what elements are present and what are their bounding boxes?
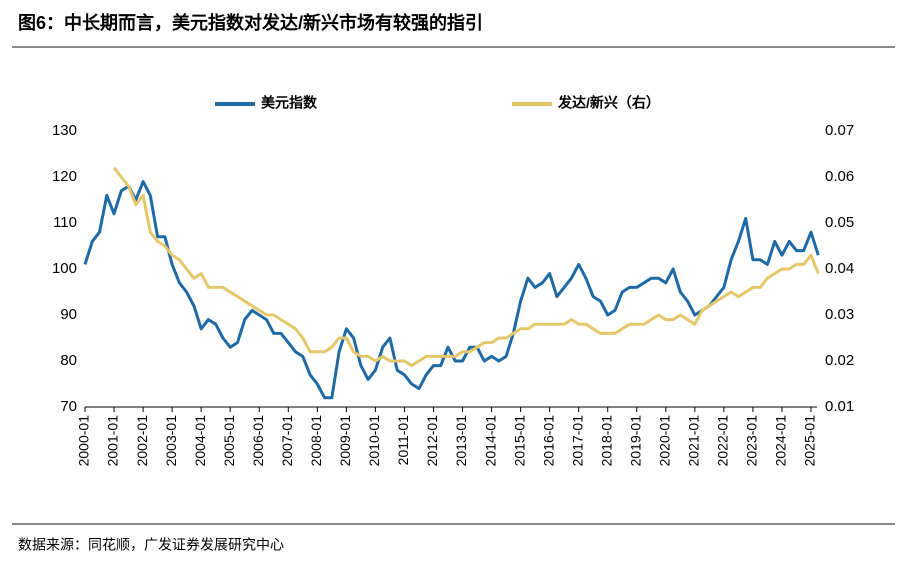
y-tick-label: 120 xyxy=(52,168,77,185)
x-tick-label: 2022-01 xyxy=(715,415,731,467)
y-tick-label: 110 xyxy=(53,214,77,231)
x-tick-label: 2010-01 xyxy=(366,415,382,467)
x-tick-label: 2002-01 xyxy=(134,415,150,467)
x-tick-label: 2014-01 xyxy=(482,415,498,467)
x-tick-label: 2008-01 xyxy=(308,415,324,467)
x-tick-label: 2012-01 xyxy=(424,415,440,467)
y2-tick-label: 0.06 xyxy=(825,168,854,185)
x-tick-label: 2019-01 xyxy=(627,415,643,467)
legend-label: 美元指数 xyxy=(261,95,318,111)
chart-title: 图6：中长期而言，美元指数对发达/新兴市场有较强的指引 xyxy=(18,12,483,33)
x-tick-label: 2006-01 xyxy=(250,415,266,467)
x-tick-label: 2001-01 xyxy=(105,415,121,467)
x-tick-label: 2023-01 xyxy=(744,415,760,467)
x-tick-label: 2016-01 xyxy=(540,415,556,467)
series-line xyxy=(83,180,820,400)
y-tick-label: 90 xyxy=(60,306,77,323)
x-tick-label: 2024-01 xyxy=(773,415,789,467)
y-tick-label: 70 xyxy=(60,398,77,415)
y-tick-label: 130 xyxy=(52,122,77,139)
series-line xyxy=(112,166,820,368)
x-tick-label: 2015-01 xyxy=(511,415,527,467)
y-tick-label: 100 xyxy=(52,260,77,277)
x-tick-label: 2004-01 xyxy=(192,415,208,467)
y2-tick-label: 0.02 xyxy=(825,352,854,369)
y2-tick-label: 0.03 xyxy=(825,306,854,323)
x-tick-label: 2000-01 xyxy=(76,415,92,467)
legend-label: 发达/新兴（右） xyxy=(557,95,660,111)
x-tick-label: 2013-01 xyxy=(453,415,469,467)
x-tick-label: 2017-01 xyxy=(569,415,585,467)
y2-tick-label: 0.07 xyxy=(825,122,854,139)
y2-tick-label: 0.04 xyxy=(825,260,854,277)
x-tick-label: 2020-01 xyxy=(657,415,673,467)
y2-tick-label: 0.05 xyxy=(825,214,854,231)
x-tick-label: 2009-01 xyxy=(337,415,353,467)
source-note: 数据来源：同花顺，广发证券发展研究中心 xyxy=(18,537,284,553)
x-tick-label: 2003-01 xyxy=(163,415,179,467)
x-tick-label: 2011-01 xyxy=(395,415,411,466)
y2-tick-label: 0.01 xyxy=(825,398,854,415)
y-tick-label: 80 xyxy=(60,352,77,369)
x-tick-label: 2005-01 xyxy=(221,415,237,467)
x-tick-label: 2025-01 xyxy=(802,415,818,467)
x-tick-label: 2018-01 xyxy=(598,415,614,467)
x-tick-label: 2021-01 xyxy=(686,415,702,467)
x-tick-label: 2007-01 xyxy=(279,415,295,467)
